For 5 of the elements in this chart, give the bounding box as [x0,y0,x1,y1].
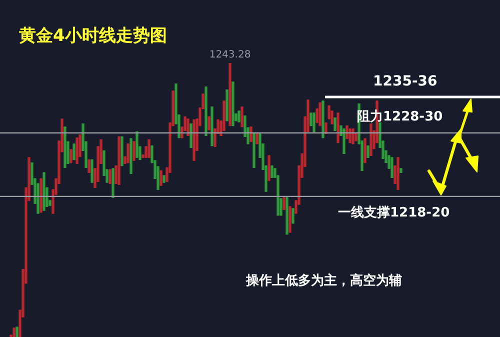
annotation: 操作上低多为主，高空为辅 [245,272,402,288]
annotation: 1243.28 [209,50,251,61]
chart-title: 黄金4小时线走势图 [19,25,167,47]
annotation: 一线支撑1218-20 [338,205,450,220]
annotation: 1235-36 [373,74,438,90]
